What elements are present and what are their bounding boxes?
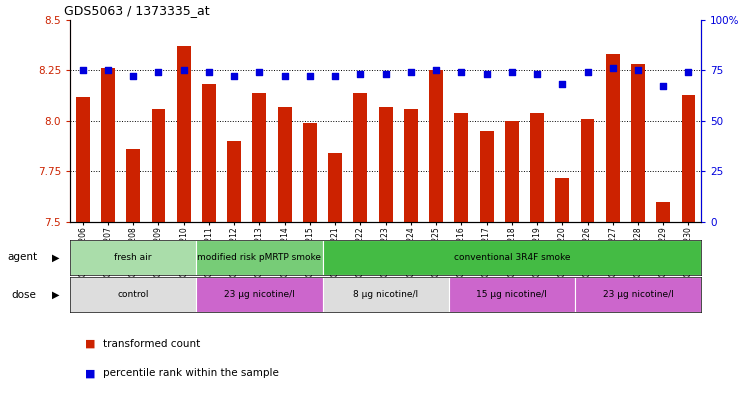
Bar — [449, 277, 575, 312]
Bar — [455, 113, 469, 222]
Text: 23 μg nicotine/l: 23 μg nicotine/l — [603, 290, 673, 299]
Bar — [277, 107, 292, 222]
Text: agent: agent — [7, 252, 38, 263]
Text: ▶: ▶ — [52, 290, 59, 300]
Bar — [202, 84, 216, 222]
Bar — [429, 70, 443, 222]
Point — [632, 67, 644, 73]
Bar — [176, 46, 190, 222]
Point — [531, 71, 543, 77]
Point — [178, 67, 190, 73]
Point — [279, 73, 291, 79]
Bar — [404, 109, 418, 222]
Bar — [631, 64, 645, 222]
Bar — [354, 92, 368, 222]
Bar — [101, 68, 115, 222]
Point — [228, 73, 240, 79]
Text: 8 μg nicotine/l: 8 μg nicotine/l — [353, 290, 418, 299]
Point — [607, 65, 618, 72]
Text: conventional 3R4F smoke: conventional 3R4F smoke — [454, 253, 570, 262]
Text: 15 μg nicotine/l: 15 μg nicotine/l — [476, 290, 548, 299]
Text: transformed count: transformed count — [103, 339, 201, 349]
Text: fresh air: fresh air — [114, 253, 152, 262]
Point — [405, 69, 417, 75]
Bar — [656, 202, 670, 222]
Bar — [196, 240, 323, 275]
Bar — [76, 97, 90, 222]
Bar — [328, 153, 342, 222]
Text: ▶: ▶ — [52, 252, 59, 263]
Point — [153, 69, 165, 75]
Bar — [505, 121, 519, 222]
Bar — [303, 123, 317, 222]
Bar — [323, 277, 449, 312]
Bar — [480, 131, 494, 222]
Text: modified risk pMRTP smoke: modified risk pMRTP smoke — [197, 253, 322, 262]
Point — [102, 67, 114, 73]
Bar — [70, 240, 196, 275]
Bar — [70, 277, 196, 312]
Point — [203, 69, 215, 75]
Text: control: control — [117, 290, 149, 299]
Point — [380, 71, 392, 77]
Point — [480, 71, 492, 77]
Point — [683, 69, 694, 75]
Point — [556, 81, 568, 88]
Bar — [555, 178, 569, 222]
Point — [354, 71, 366, 77]
Bar — [227, 141, 241, 222]
Bar — [151, 109, 165, 222]
Point — [658, 83, 669, 90]
Bar — [196, 277, 323, 312]
Bar — [252, 92, 266, 222]
Text: GDS5063 / 1373335_at: GDS5063 / 1373335_at — [63, 4, 210, 17]
Text: 23 μg nicotine/l: 23 μg nicotine/l — [224, 290, 294, 299]
Bar — [681, 95, 695, 222]
Bar — [323, 240, 701, 275]
Bar — [606, 54, 620, 222]
Point — [455, 69, 467, 75]
Point — [329, 73, 341, 79]
Bar — [126, 149, 140, 222]
Point — [77, 67, 89, 73]
Point — [506, 69, 518, 75]
Text: percentile rank within the sample: percentile rank within the sample — [103, 368, 279, 378]
Point — [582, 69, 593, 75]
Point — [254, 69, 266, 75]
Text: ■: ■ — [85, 368, 95, 378]
Bar — [575, 277, 701, 312]
Point — [430, 67, 442, 73]
Text: ■: ■ — [85, 339, 95, 349]
Bar — [379, 107, 393, 222]
Point — [127, 73, 139, 79]
Bar — [530, 113, 544, 222]
Text: dose: dose — [11, 290, 36, 300]
Bar — [581, 119, 595, 222]
Point — [304, 73, 316, 79]
